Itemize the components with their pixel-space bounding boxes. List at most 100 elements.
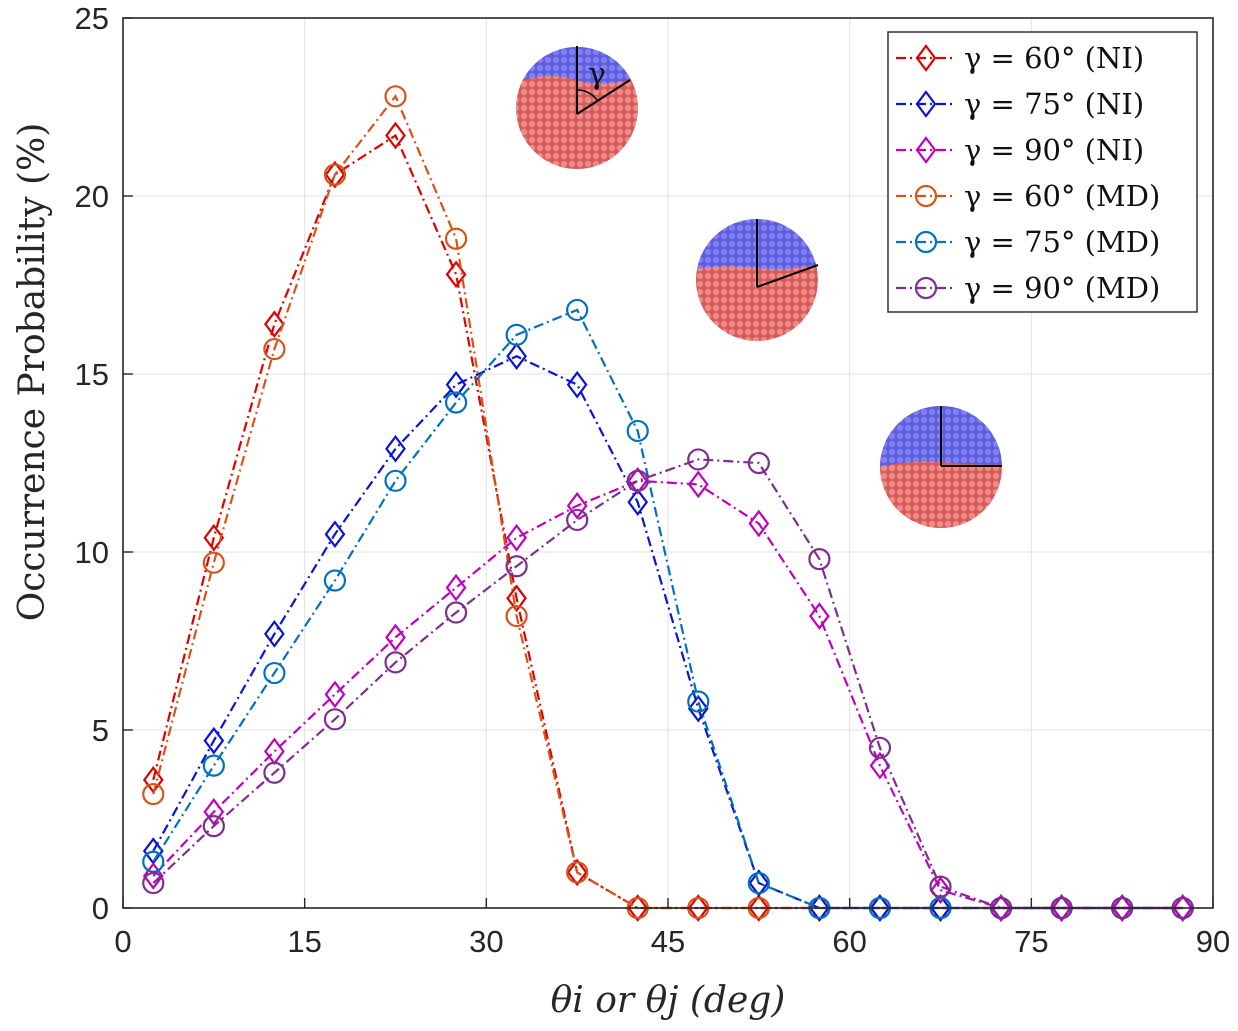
data-point [384,651,407,674]
data-point [748,509,770,538]
data-point [203,798,225,826]
data-point [384,469,407,492]
data-point [929,875,952,898]
data-point [445,370,467,399]
legend-label: γ = 60° (MD) [964,179,1160,213]
legend-label: γ = 75° (MD) [964,225,1160,259]
data-point [445,260,467,289]
data-point [505,555,528,578]
x-tick-label: 75 [1014,924,1048,959]
data-point [566,508,589,532]
y-tick-label: 0 [92,891,109,926]
legend: γ = 60° (NI) γ = 75° (NI) γ = 90° (NI) γ = … [887,31,1198,313]
data-point [444,391,468,414]
gamma-angle-label: γ [588,57,606,92]
data-point [142,871,165,895]
data-point [142,782,165,806]
data-point [506,523,527,552]
data-point [264,737,285,766]
legend-marker [914,230,938,254]
legend-marker [915,90,937,118]
data-point [687,470,709,499]
data-point [626,469,649,492]
data-point [930,876,951,905]
y-axis-label: Occurrence Probability (%) [12,123,53,622]
data-point [142,850,165,873]
x-tick-label: 15 [287,924,321,959]
y-tick-labels: 0 5 10 15 20 25 [75,1,133,926]
data-point [263,337,286,361]
x-tick-labels: 0 15 30 45 60 75 90 [114,898,1230,959]
legend-entry: γ = 75° (MD) [896,225,1160,259]
data-point [627,488,649,516]
data-point [324,160,346,189]
sphere-inset-75 [696,219,819,341]
data-point [566,491,588,520]
legend-label: γ = 90° (MD) [964,271,1160,305]
data-point [444,227,468,250]
data-point [385,434,406,463]
data-point [809,602,830,630]
legend-entry: γ = 90° (NI) [896,133,1144,167]
legend-entry: γ = 75° (NI) [896,87,1144,121]
data-point [323,163,347,186]
data-point [263,661,286,685]
data-point [506,584,527,613]
sphere-inset-90 [880,406,1002,528]
data-point [385,623,406,652]
data-point [687,894,709,922]
legend-marker [915,136,937,164]
data-point [566,861,589,884]
data-point [445,573,467,602]
x-tick-label: 45 [651,924,685,959]
data-point [323,569,347,592]
legend-entry: γ = 90° (MD) [896,271,1160,305]
data-point [990,894,1012,922]
legend-marker [915,44,937,72]
x-tick-label: 60 [832,924,866,959]
data-point [324,680,346,709]
data-point [324,520,346,549]
data-point [1111,894,1133,922]
data-point [626,419,649,443]
data-point [627,466,649,495]
legend-label: γ = 60° (NI) [964,41,1144,75]
data-point [868,736,892,759]
x-tick-label: 30 [469,924,503,959]
data-point [747,871,770,895]
legend-box [887,31,1198,313]
data-point [748,869,770,897]
data-point [809,894,830,922]
data-point [1051,894,1072,922]
data-point [687,694,709,723]
y-tick-label: 25 [75,1,109,36]
legend-marker [914,184,938,208]
data-point [869,894,891,922]
legend-entry: γ = 60° (MD) [896,179,1160,213]
data-point [505,604,528,628]
data-point [202,815,225,838]
data-point [505,323,528,346]
data-point [203,523,225,552]
data-point [264,620,285,648]
data-point [566,858,588,887]
data-point [202,754,225,777]
data-point [1172,894,1194,922]
data-point [142,862,164,890]
data-point [263,761,286,784]
x-tick-label: 90 [1196,924,1230,959]
data-point [930,894,951,922]
data-point [566,370,588,399]
data-point [202,551,225,574]
data-point [566,298,589,322]
data-point [384,85,407,108]
legend-marker [914,276,938,300]
data-point [323,708,347,731]
data-point [264,310,285,338]
data-point [444,601,468,624]
sphere-inset-60: γ [516,46,638,169]
y-tick-label: 15 [75,357,109,392]
x-tick-label: 0 [114,924,131,959]
y-tick-label: 10 [75,535,109,570]
